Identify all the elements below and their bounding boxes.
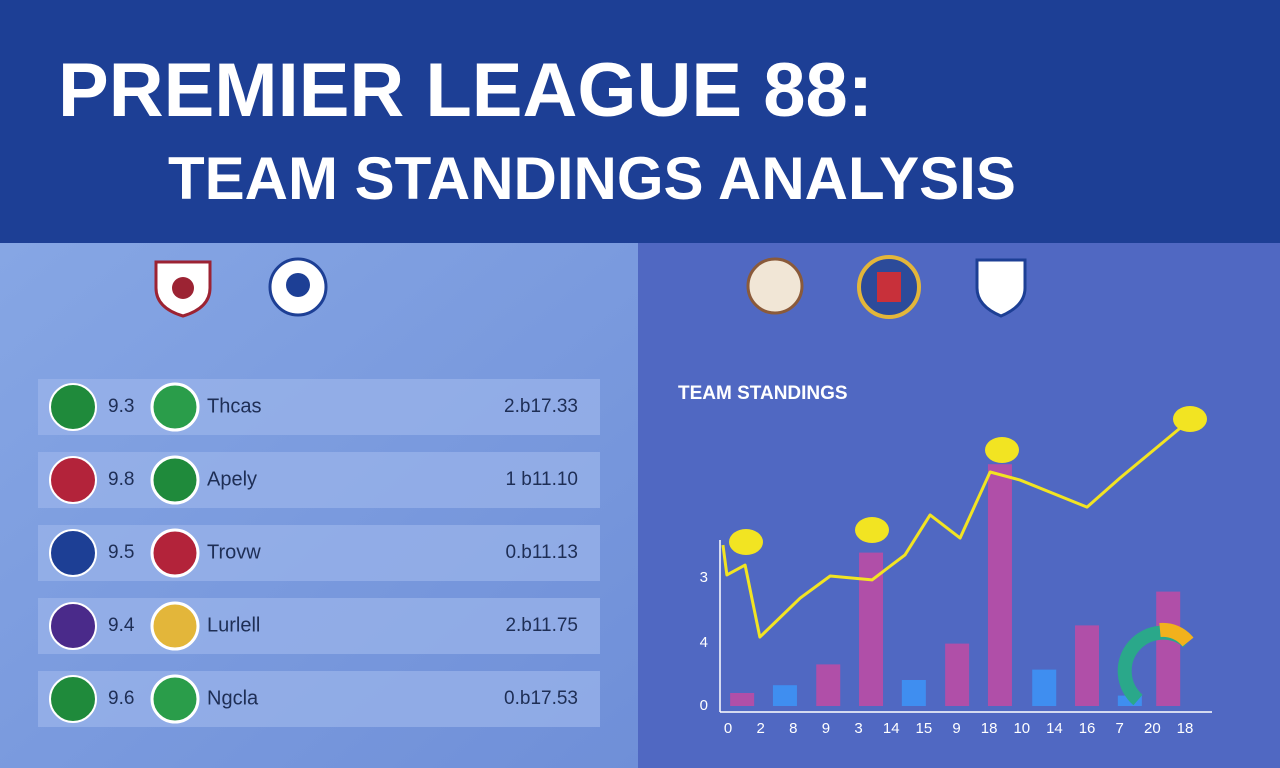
standing-row bbox=[38, 671, 600, 727]
team-crest bbox=[150, 528, 200, 578]
team-crest bbox=[150, 382, 200, 432]
x-tick-label: 9 bbox=[822, 720, 830, 737]
x-tick-label: 20 bbox=[1144, 720, 1161, 737]
bar bbox=[772, 685, 797, 706]
team-value: 1 b11.10 bbox=[505, 469, 578, 490]
x-tick-label: 15 bbox=[916, 720, 933, 737]
x-tick-label: 9 bbox=[952, 720, 960, 737]
highlight-dot bbox=[985, 437, 1019, 463]
x-tick-label: 14 bbox=[883, 720, 900, 737]
team-crest bbox=[150, 455, 200, 505]
rating: 9.3 bbox=[108, 396, 134, 417]
team-value: 2.b17.33 bbox=[504, 396, 578, 417]
team-name: Thcas bbox=[207, 395, 261, 417]
highlight-dot bbox=[1173, 406, 1207, 432]
y-axis-label: 0 bbox=[700, 697, 708, 714]
chart-title: TEAM STANDINGS bbox=[678, 383, 848, 404]
rating: 9.5 bbox=[108, 542, 134, 563]
bar bbox=[1032, 669, 1057, 706]
standing-row bbox=[38, 525, 600, 581]
standing-row bbox=[38, 379, 600, 435]
x-tick-label: 3 bbox=[854, 720, 862, 737]
y-axis-label: 4 bbox=[700, 634, 708, 651]
rating: 9.4 bbox=[108, 615, 135, 636]
title-line2: TEAM STANDINGS ANALYSIS bbox=[168, 145, 1016, 212]
bar bbox=[816, 664, 841, 706]
team-crest bbox=[150, 674, 200, 724]
bar bbox=[1075, 625, 1100, 706]
header-band bbox=[0, 0, 1280, 243]
team-crest bbox=[49, 456, 97, 504]
team-crest bbox=[49, 675, 97, 723]
y-axis-label: 3 bbox=[700, 569, 708, 586]
standing-row bbox=[38, 452, 600, 508]
x-tick-label: 10 bbox=[1013, 720, 1030, 737]
team-name: Trovw bbox=[207, 541, 261, 563]
team-crest bbox=[49, 529, 97, 577]
crest-emblem bbox=[172, 277, 194, 299]
highlight-dot bbox=[855, 517, 889, 543]
bar bbox=[987, 464, 1012, 706]
donut-arc bbox=[1159, 622, 1194, 647]
team-crest bbox=[49, 602, 97, 650]
team-crest bbox=[49, 383, 97, 431]
title-line1: PREMIER LEAGUE 88: bbox=[58, 48, 873, 133]
bar bbox=[945, 643, 970, 706]
x-tick-label: 0 bbox=[724, 720, 732, 737]
x-tick-label: 16 bbox=[1079, 720, 1096, 737]
team-name: Ngcla bbox=[207, 687, 259, 709]
standing-row bbox=[38, 598, 600, 654]
rating: 9.6 bbox=[108, 688, 134, 709]
x-tick-label: 18 bbox=[1177, 720, 1194, 737]
team-value: 0.b17.53 bbox=[504, 688, 578, 709]
team-value: 2.b11.75 bbox=[505, 615, 578, 636]
rating: 9.8 bbox=[108, 469, 134, 490]
x-tick-label: 2 bbox=[756, 720, 764, 737]
x-tick-label: 8 bbox=[789, 720, 797, 737]
bar bbox=[730, 693, 755, 706]
team-value: 0.b11.13 bbox=[505, 542, 578, 563]
trend-line bbox=[721, 418, 1191, 639]
team-name: Apely bbox=[207, 468, 257, 490]
team-name: Lurlell bbox=[207, 614, 260, 636]
bar bbox=[901, 680, 926, 706]
crest-emblem bbox=[877, 272, 901, 302]
crest bbox=[975, 258, 1027, 318]
x-tick-label: 18 bbox=[981, 720, 998, 737]
team-crest bbox=[150, 601, 200, 651]
bar bbox=[1156, 591, 1181, 706]
highlight-dot bbox=[729, 529, 763, 555]
x-tick-label: 14 bbox=[1046, 720, 1063, 737]
x-tick-label: 7 bbox=[1116, 720, 1124, 737]
crest bbox=[746, 257, 804, 315]
crest-emblem bbox=[286, 273, 310, 297]
